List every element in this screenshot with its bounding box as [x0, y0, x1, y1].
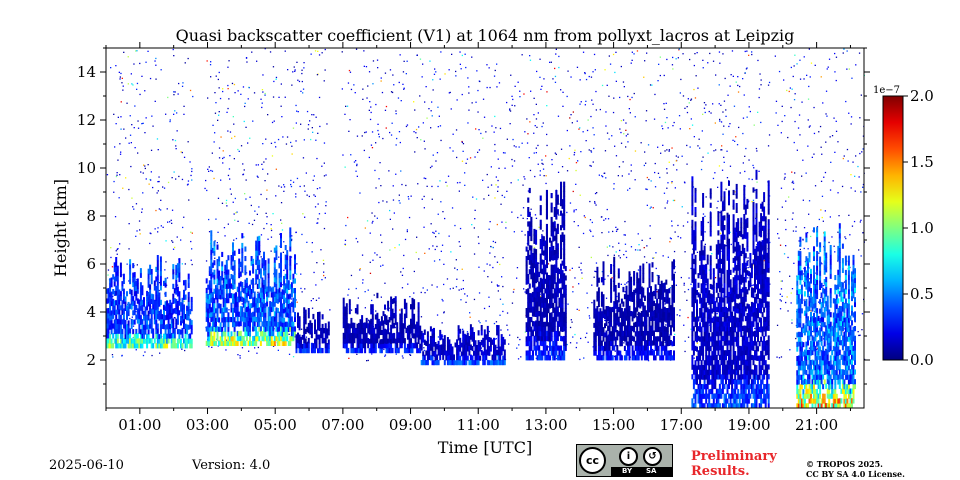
y-axis-label: Height [km] — [51, 179, 70, 277]
y-tick-label: 10 — [77, 159, 96, 177]
cloud-layer — [691, 169, 770, 409]
x-axis: 01:00 03:00 05:00 07:00 09:00 11:00 13:00 15:00… — [105, 42, 851, 434]
cc-license-badge[interactable]: cc i ↺ BY SA — [576, 444, 673, 477]
x-tick-label: 17:00 — [660, 416, 703, 434]
x-tick-label: 21:00 — [795, 416, 838, 434]
cloud-layer — [593, 256, 675, 361]
cloud-layer — [342, 292, 422, 354]
cloud-layer — [205, 227, 296, 346]
colorbar-tick-label: 0.0 — [910, 351, 934, 369]
cc-icon: cc — [579, 447, 606, 474]
plot-area — [106, 48, 866, 409]
y-tick-label: 14 — [77, 63, 96, 81]
colorbar-scale-label: 1e−7 — [873, 85, 900, 96]
x-tick-label: 01:00 — [118, 416, 161, 434]
y-axis: 2 4 6 8 10 12 14 — [77, 47, 870, 385]
copyright-notice: © TROPOS 2025. CC BY SA 4.0 License. — [806, 459, 905, 479]
chart-title: Quasi backscatter coefficient (V1) at 10… — [176, 26, 795, 45]
colorbar-tick-label: 1.0 — [910, 219, 934, 237]
preliminary-line-1: Preliminary — [691, 449, 777, 464]
y-tick-label: 2 — [86, 351, 96, 369]
colorbar-tick-label: 0.5 — [910, 285, 934, 303]
y-tick-label: 6 — [86, 255, 96, 273]
copyright-line-1: © TROPOS 2025. — [806, 459, 883, 469]
sa-label: SA — [646, 467, 657, 475]
by-label: BY — [622, 467, 633, 475]
cloud-layer — [796, 223, 856, 409]
x-tick-label: 03:00 — [186, 416, 229, 434]
x-tick-label: 11:00 — [457, 416, 500, 434]
cloud-layer — [525, 181, 567, 361]
y-tick-label: 8 — [86, 207, 96, 225]
cloud-layer — [106, 255, 193, 349]
preliminary-line-2: Results. — [691, 464, 750, 479]
share-alike-icon: ↺ — [643, 447, 662, 466]
y-tick-label: 12 — [77, 111, 96, 129]
badge-strip — [611, 467, 672, 476]
preliminary-notice: Preliminary Results. — [691, 449, 777, 479]
cloud-layer — [295, 307, 330, 354]
cloud-layer — [420, 324, 506, 366]
colorbar: 0.0 0.5 1.0 1.5 2.0 — [882, 87, 934, 369]
version-label: Version: 4.0 — [192, 458, 271, 473]
date-label: 2025-06-10 — [49, 458, 124, 473]
copyright-line-2: CC BY SA 4.0 License. — [806, 469, 905, 479]
x-tick-label: 19:00 — [727, 416, 770, 434]
x-tick-label: 07:00 — [321, 416, 364, 434]
x-tick-label: 09:00 — [389, 416, 432, 434]
x-tick-label: 05:00 — [254, 416, 297, 434]
attribution-icon: i — [619, 447, 638, 466]
y-tick-label: 4 — [86, 303, 96, 321]
plot-frame — [105, 47, 865, 409]
x-tick-label: 13:00 — [524, 416, 567, 434]
x-tick-label: 15:00 — [592, 416, 635, 434]
colorbar-gradient — [882, 95, 904, 361]
colorbar-tick-label: 1.5 — [910, 153, 934, 171]
x-axis-label: Time [UTC] — [438, 438, 532, 457]
colorbar-tick-label: 2.0 — [910, 87, 934, 105]
